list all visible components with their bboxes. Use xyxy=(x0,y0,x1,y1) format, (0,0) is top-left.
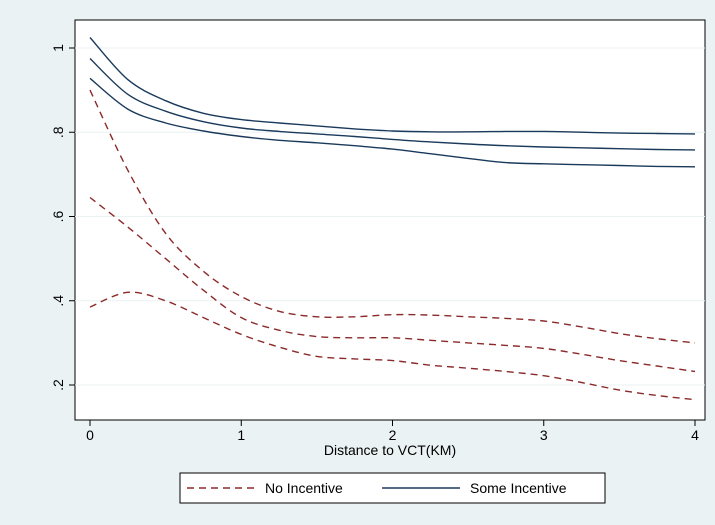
x-tick-label-2: 2 xyxy=(389,427,397,443)
x-tick-label-3: 3 xyxy=(540,427,548,443)
series-line-no-incentive-estimate xyxy=(89,196,696,373)
y-axis: .2 .4 .6 .8 1 xyxy=(50,44,75,391)
y-tick-label-0: .2 xyxy=(50,379,66,391)
plot-area xyxy=(74,19,706,421)
y-tick-label-3: .8 xyxy=(50,126,66,138)
series-line-no-incentive-upper xyxy=(89,89,696,344)
y-tick-label-1: .4 xyxy=(50,295,66,307)
legend-label-no-incentive: No Incentive xyxy=(265,480,343,496)
series-line-some-incentive-lower xyxy=(89,77,696,168)
series-line-some-incentive-upper xyxy=(89,37,696,135)
x-axis: 0 1 2 3 4 xyxy=(86,420,699,443)
x-tick-label-0: 0 xyxy=(86,427,94,443)
legend: No Incentive Some Incentive xyxy=(179,472,606,504)
y-tick-label-4: 1 xyxy=(50,44,66,52)
x-axis-title: Distance to VCT(KM) xyxy=(324,442,456,458)
series-line-some-incentive-estimate xyxy=(89,57,696,151)
x-tick-label-1: 1 xyxy=(237,427,245,443)
series-line-no-incentive-lower xyxy=(89,291,696,401)
series-layer xyxy=(89,37,696,401)
legend-label-some-incentive: Some Incentive xyxy=(470,480,567,496)
y-tick-label-2: .6 xyxy=(50,210,66,222)
x-tick-label-4: 4 xyxy=(691,427,699,443)
